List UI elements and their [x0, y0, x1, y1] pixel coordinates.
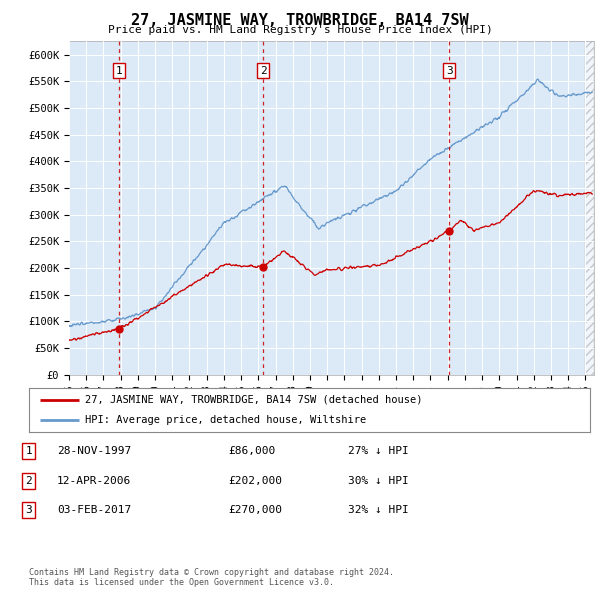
Text: 27, JASMINE WAY, TROWBRIDGE, BA14 7SW (detached house): 27, JASMINE WAY, TROWBRIDGE, BA14 7SW (d… — [85, 395, 422, 405]
Text: 12-APR-2006: 12-APR-2006 — [57, 476, 131, 486]
Text: 27% ↓ HPI: 27% ↓ HPI — [348, 447, 409, 456]
Text: £202,000: £202,000 — [228, 476, 282, 486]
Text: Contains HM Land Registry data © Crown copyright and database right 2024.
This d: Contains HM Land Registry data © Crown c… — [29, 568, 394, 587]
Text: 2: 2 — [25, 476, 32, 486]
Text: 32% ↓ HPI: 32% ↓ HPI — [348, 506, 409, 515]
Text: 1: 1 — [25, 447, 32, 456]
Text: 3: 3 — [25, 506, 32, 515]
Text: 30% ↓ HPI: 30% ↓ HPI — [348, 476, 409, 486]
Text: £270,000: £270,000 — [228, 506, 282, 515]
Text: 3: 3 — [446, 65, 452, 76]
Text: 28-NOV-1997: 28-NOV-1997 — [57, 447, 131, 456]
Text: Price paid vs. HM Land Registry's House Price Index (HPI): Price paid vs. HM Land Registry's House … — [107, 25, 493, 35]
Text: 1: 1 — [116, 65, 122, 76]
Text: £86,000: £86,000 — [228, 447, 275, 456]
Text: HPI: Average price, detached house, Wiltshire: HPI: Average price, detached house, Wilt… — [85, 415, 366, 425]
Text: 2: 2 — [260, 65, 266, 76]
Text: 03-FEB-2017: 03-FEB-2017 — [57, 506, 131, 515]
Text: 27, JASMINE WAY, TROWBRIDGE, BA14 7SW: 27, JASMINE WAY, TROWBRIDGE, BA14 7SW — [131, 13, 469, 28]
